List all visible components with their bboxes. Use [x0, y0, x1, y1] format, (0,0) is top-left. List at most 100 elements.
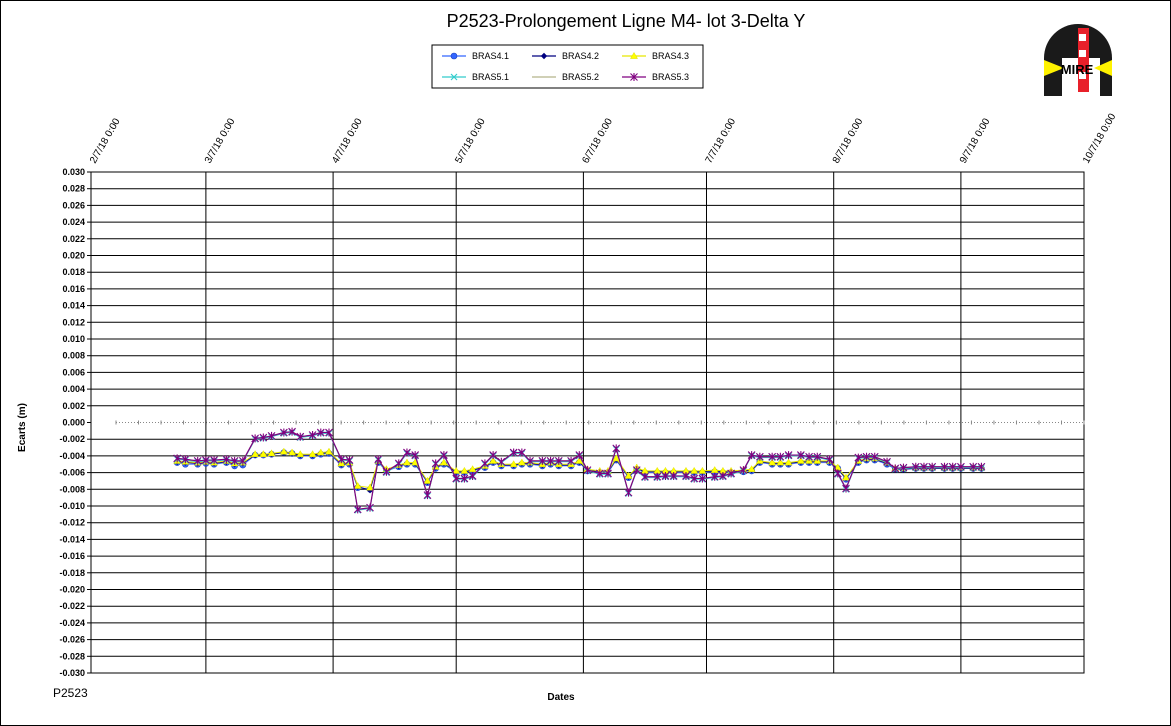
y-tick-label: -0.018	[59, 568, 85, 578]
y-tick-label: 0.002	[62, 401, 85, 411]
data-point	[891, 464, 900, 473]
logo-staff-mark	[1079, 50, 1086, 57]
y-tick-label: 0.004	[62, 384, 85, 394]
data-point	[641, 472, 649, 481]
x-axis-label: Dates	[547, 692, 575, 703]
footnote-code: P2523	[53, 686, 88, 700]
y-tick-label: 0.030	[62, 167, 85, 177]
data-point	[575, 451, 584, 460]
data-point	[366, 503, 374, 512]
y-tick-label: 0.012	[62, 317, 85, 327]
data-point	[452, 466, 461, 474]
y-tick-label: -0.012	[59, 518, 85, 528]
data-point	[403, 458, 411, 466]
series-layer	[173, 427, 986, 514]
data-point	[259, 433, 268, 442]
data-point	[575, 456, 584, 464]
y-axis-tick-labels: -0.030 -0.028 -0.026 -0.024 -0.022 -0.020 -0.0…	[59, 167, 91, 678]
data-point	[796, 456, 805, 464]
data-point	[202, 456, 210, 465]
y-tick-label: -0.016	[59, 551, 85, 561]
data-point	[776, 458, 785, 466]
data-point	[279, 447, 288, 455]
data-point	[439, 458, 448, 466]
data-point	[468, 465, 477, 473]
legend-label: BRAS5.2	[562, 72, 599, 82]
data-point	[977, 462, 986, 471]
data-point	[411, 451, 420, 460]
y-tick-label: 0.010	[62, 334, 85, 344]
data-point	[612, 454, 621, 462]
data-point	[394, 459, 403, 468]
data-point	[308, 450, 317, 458]
legend-box	[431, 44, 704, 89]
data-point	[969, 462, 978, 471]
data-point	[251, 434, 260, 443]
data-point	[747, 465, 756, 473]
data-point	[439, 451, 448, 460]
y-tick-label: 0.000	[62, 418, 85, 428]
legend-label: BRAS4.3	[652, 51, 689, 61]
y-tick-label: -0.008	[59, 484, 85, 494]
data-point	[612, 444, 621, 453]
y-tick-label: 0.018	[62, 267, 85, 277]
data-point	[899, 463, 908, 472]
y-tick-label: -0.020	[59, 585, 85, 595]
data-point	[489, 451, 498, 460]
data-point	[546, 456, 555, 465]
data-point	[727, 469, 736, 478]
data-point	[288, 448, 297, 456]
data-point	[698, 474, 707, 483]
data-point	[842, 484, 850, 493]
data-point	[353, 505, 362, 514]
data-point	[509, 460, 518, 468]
data-point	[173, 454, 182, 463]
data-point	[259, 450, 268, 458]
data-point	[911, 462, 920, 471]
x-tick-label: 2/7/18 0:00	[88, 116, 123, 165]
legend-swatch-marker	[540, 52, 548, 60]
y-tick-label: 0.028	[62, 184, 85, 194]
y-tick-label: 0.014	[62, 301, 85, 311]
logo-staff-mark	[1079, 72, 1086, 79]
data-point	[423, 476, 432, 484]
legend-item: BRAS5.1	[442, 72, 509, 82]
data-point	[784, 451, 793, 460]
data-point	[682, 471, 690, 480]
legend-item: BRAS4.3	[622, 51, 689, 61]
logo-left-arrow	[1044, 60, 1064, 76]
data-point	[481, 459, 489, 468]
data-point	[345, 456, 354, 465]
data-point	[337, 455, 346, 464]
data-point	[238, 456, 247, 465]
y-tick-label: 0.008	[62, 351, 85, 361]
data-point	[267, 449, 276, 457]
data-point	[768, 458, 777, 466]
legend-label: BRAS5.1	[472, 72, 509, 82]
data-point	[316, 448, 325, 456]
legend: BRAS4.1 BRAS4.2 BRAS4.3 BRAS5.1 BRAS5.2 BRAS5…	[431, 44, 704, 89]
y-tick-label: -0.022	[59, 601, 85, 611]
x-tick-label: 6/7/18 0:00	[580, 116, 615, 165]
legend-item: BRAS4.1	[442, 51, 509, 61]
y-tick-label: -0.024	[59, 618, 85, 628]
data-point	[509, 448, 518, 457]
series-BRAS5.3	[173, 427, 986, 514]
legend-item: BRAS5.2	[532, 72, 599, 82]
data-point	[870, 452, 879, 461]
y-tick-label: 0.020	[62, 251, 85, 261]
data-point	[755, 452, 764, 461]
x-tick-label: 4/7/18 0:00	[330, 116, 365, 165]
y-tick-label: 0.026	[62, 200, 85, 210]
data-point	[222, 455, 231, 464]
legend-item: BRAS5.3	[622, 72, 689, 82]
data-point	[595, 469, 604, 478]
data-point	[690, 466, 699, 474]
legend-swatch-marker	[450, 52, 458, 60]
data-point	[538, 456, 547, 465]
x-tick-label: 8/7/18 0:00	[831, 116, 866, 165]
legend-swatch-marker	[450, 73, 458, 81]
data-point	[554, 456, 563, 465]
y-tick-label: -0.028	[59, 651, 85, 661]
data-point	[883, 457, 891, 466]
